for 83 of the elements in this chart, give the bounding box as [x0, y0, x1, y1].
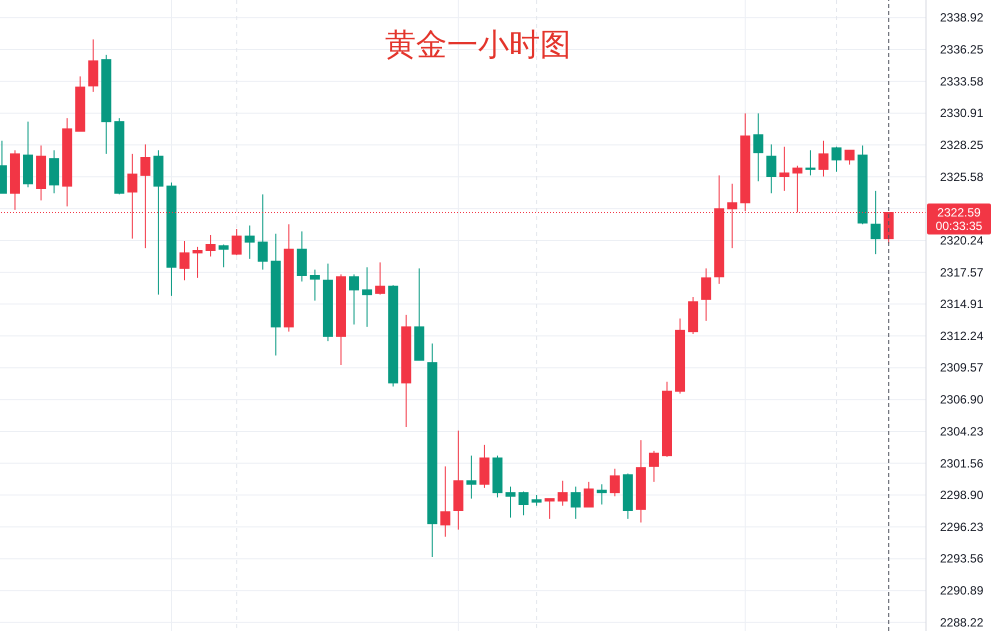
candlestick — [688, 296, 698, 334]
candlestick — [414, 268, 424, 361]
candlestick — [10, 150, 20, 210]
candlestick — [518, 490, 529, 516]
candlestick — [180, 240, 190, 281]
candlestick — [858, 145, 868, 225]
y-tick-label: 2312.24 — [940, 328, 984, 343]
y-tick-label: 2328.25 — [940, 138, 984, 152]
candlestick — [622, 473, 633, 520]
candlestick — [701, 268, 712, 322]
candlestick — [662, 381, 672, 458]
candlestick — [218, 244, 229, 268]
candlestick — [870, 190, 881, 255]
y-tick-label: 2314.91 — [940, 297, 984, 312]
text: 00:33:35 — [936, 218, 983, 233]
candlestick — [818, 140, 828, 178]
candlestick — [75, 76, 86, 132]
candlestick — [648, 450, 659, 482]
candlestick — [832, 146, 842, 172]
y-tick-label: 2338.92 — [940, 10, 984, 25]
candlestick — [310, 269, 320, 302]
y-tick-label: 2288.22 — [940, 615, 984, 630]
y-tick-label: 2304.23 — [940, 424, 984, 438]
ref-line-label: 2322.59 — [937, 205, 982, 220]
candlestick — [244, 224, 255, 260]
y-tick-label: 2290.89 — [940, 584, 984, 598]
y-tick-label: 2301.56 — [940, 456, 984, 470]
candlestick — [166, 182, 176, 296]
candlestick — [440, 466, 450, 538]
candlestick — [192, 246, 203, 278]
candlestick — [206, 234, 216, 257]
candlestick — [675, 318, 686, 394]
candlestick — [636, 440, 646, 523]
candlestick — [232, 228, 242, 256]
candlestick — [544, 498, 555, 520]
y-tick-label: 2325.58 — [940, 170, 984, 184]
candlestick — [805, 150, 816, 176]
candlestick — [375, 262, 386, 296]
candlestick — [296, 230, 307, 282]
y-tick-label: 2333.58 — [940, 74, 984, 88]
candlestick — [532, 494, 542, 506]
candlestick — [114, 118, 124, 195]
candlestick — [101, 54, 112, 154]
y-tick-label: 2320.24 — [940, 233, 984, 248]
candlestick — [584, 481, 594, 508]
candlestick — [453, 430, 464, 530]
candlestick — [610, 468, 620, 497]
candlestick — [570, 486, 581, 520]
y-tick-label: 2293.56 — [940, 552, 984, 566]
candlestick — [270, 233, 281, 356]
candlestick — [62, 118, 72, 207]
candlestick — [88, 38, 98, 92]
candlestick — [753, 112, 764, 182]
candlestick — [844, 150, 855, 166]
candlestick — [596, 484, 607, 506]
candlestick — [349, 274, 360, 325]
candlestick — [479, 444, 490, 488]
candlestick — [401, 314, 412, 428]
candlestick — [427, 343, 438, 558]
candlestick — [362, 266, 372, 328]
candlestick — [466, 455, 476, 500]
candlestick — [558, 480, 568, 506]
y-tick-label: 2306.90 — [940, 392, 984, 407]
y-tick-label: 2330.91 — [940, 106, 984, 120]
y-tick-label: 2336.25 — [940, 42, 984, 56]
text: 黄金一小时图 — [385, 27, 571, 63]
candlestick — [49, 150, 60, 194]
candlestick — [322, 263, 333, 342]
candlestick — [492, 455, 502, 498]
candlestick — [23, 121, 34, 188]
candlestick — [779, 146, 790, 192]
candlestick — [258, 194, 268, 270]
candlestick — [153, 150, 164, 296]
candlestick — [766, 144, 776, 194]
candlestick — [284, 224, 294, 332]
y-tick-label: 2296.23 — [940, 520, 984, 534]
y-tick-label: 2317.57 — [940, 265, 984, 280]
candlestick — [336, 274, 346, 366]
candlestick — [388, 284, 398, 387]
y-tick-label: 2309.57 — [940, 360, 984, 375]
y-tick-label: 2298.90 — [940, 488, 984, 502]
candlestick — [506, 486, 516, 518]
candlestick — [36, 145, 46, 201]
